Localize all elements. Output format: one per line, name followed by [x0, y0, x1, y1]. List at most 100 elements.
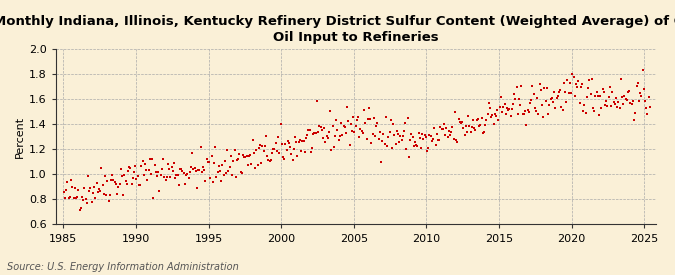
Point: [73, 188, 84, 192]
Point: [159, 175, 169, 180]
Point: [541, 86, 552, 90]
Point: [82, 174, 93, 178]
Point: [332, 127, 343, 132]
Point: [405, 138, 416, 142]
Point: [603, 95, 614, 99]
Point: [119, 173, 130, 177]
Point: [590, 94, 601, 98]
Point: [639, 87, 649, 91]
Point: [618, 102, 628, 106]
Point: [413, 131, 424, 135]
Text: Source: U.S. Energy Information Administration: Source: U.S. Energy Information Administ…: [7, 262, 238, 272]
Point: [407, 134, 418, 139]
Point: [59, 196, 70, 200]
Point: [400, 120, 410, 125]
Point: [264, 159, 275, 163]
Point: [575, 85, 586, 90]
Point: [86, 199, 97, 204]
Point: [443, 129, 454, 133]
Point: [396, 138, 407, 142]
Point: [626, 101, 637, 106]
Point: [247, 138, 258, 142]
Point: [239, 155, 250, 159]
Point: [320, 139, 331, 144]
Point: [230, 175, 241, 179]
Point: [67, 185, 78, 189]
Point: [196, 169, 207, 174]
Point: [111, 182, 122, 186]
Point: [395, 133, 406, 138]
Point: [393, 131, 404, 136]
Point: [270, 141, 281, 145]
Point: [593, 94, 603, 98]
Point: [567, 72, 578, 76]
Point: [236, 170, 247, 175]
Point: [251, 148, 262, 153]
Point: [233, 157, 244, 161]
Point: [321, 134, 332, 138]
Point: [631, 84, 642, 88]
Point: [210, 145, 221, 149]
Point: [607, 90, 618, 94]
Point: [160, 178, 171, 182]
Point: [68, 196, 79, 200]
Point: [377, 139, 387, 143]
Point: [167, 169, 178, 173]
Point: [241, 154, 252, 158]
Point: [630, 111, 641, 115]
Point: [404, 155, 414, 159]
Point: [182, 172, 193, 176]
Point: [602, 104, 613, 108]
Point: [84, 189, 95, 193]
Point: [605, 104, 616, 108]
Point: [381, 115, 392, 119]
Point: [453, 117, 464, 121]
Point: [579, 103, 590, 108]
Point: [408, 143, 419, 148]
Point: [637, 68, 648, 72]
Point: [486, 115, 497, 119]
Point: [370, 134, 381, 139]
Point: [446, 130, 457, 134]
Point: [113, 185, 124, 189]
Point: [549, 90, 560, 94]
Point: [154, 189, 165, 194]
Point: [545, 97, 556, 101]
Point: [624, 89, 634, 93]
Point: [190, 169, 201, 173]
Point: [254, 142, 265, 147]
Point: [613, 100, 624, 104]
Point: [342, 104, 352, 109]
Point: [550, 105, 561, 110]
Point: [138, 172, 149, 177]
Point: [327, 123, 338, 128]
Point: [207, 179, 218, 184]
Point: [610, 96, 621, 100]
Point: [499, 102, 510, 106]
Point: [387, 121, 398, 126]
Point: [271, 148, 282, 153]
Point: [213, 164, 224, 168]
Point: [572, 85, 583, 90]
Point: [297, 139, 308, 143]
Point: [181, 173, 192, 177]
Point: [424, 133, 435, 137]
Point: [441, 126, 452, 131]
Point: [59, 190, 70, 194]
Point: [242, 163, 253, 167]
Point: [329, 133, 340, 138]
Point: [350, 123, 361, 128]
Point: [225, 154, 236, 158]
Title: Monthly Indiana, Illinois, Kentucky Refinery District Sulfur Content (Weighted A: Monthly Indiana, Illinois, Kentucky Refi…: [0, 15, 675, 44]
Point: [381, 144, 392, 148]
Point: [418, 137, 429, 141]
Point: [492, 108, 503, 112]
Point: [576, 82, 587, 86]
Point: [580, 111, 591, 116]
Point: [306, 145, 317, 150]
Point: [472, 117, 483, 121]
Point: [356, 129, 367, 133]
Point: [105, 193, 115, 197]
Point: [329, 144, 340, 149]
Point: [529, 106, 540, 111]
